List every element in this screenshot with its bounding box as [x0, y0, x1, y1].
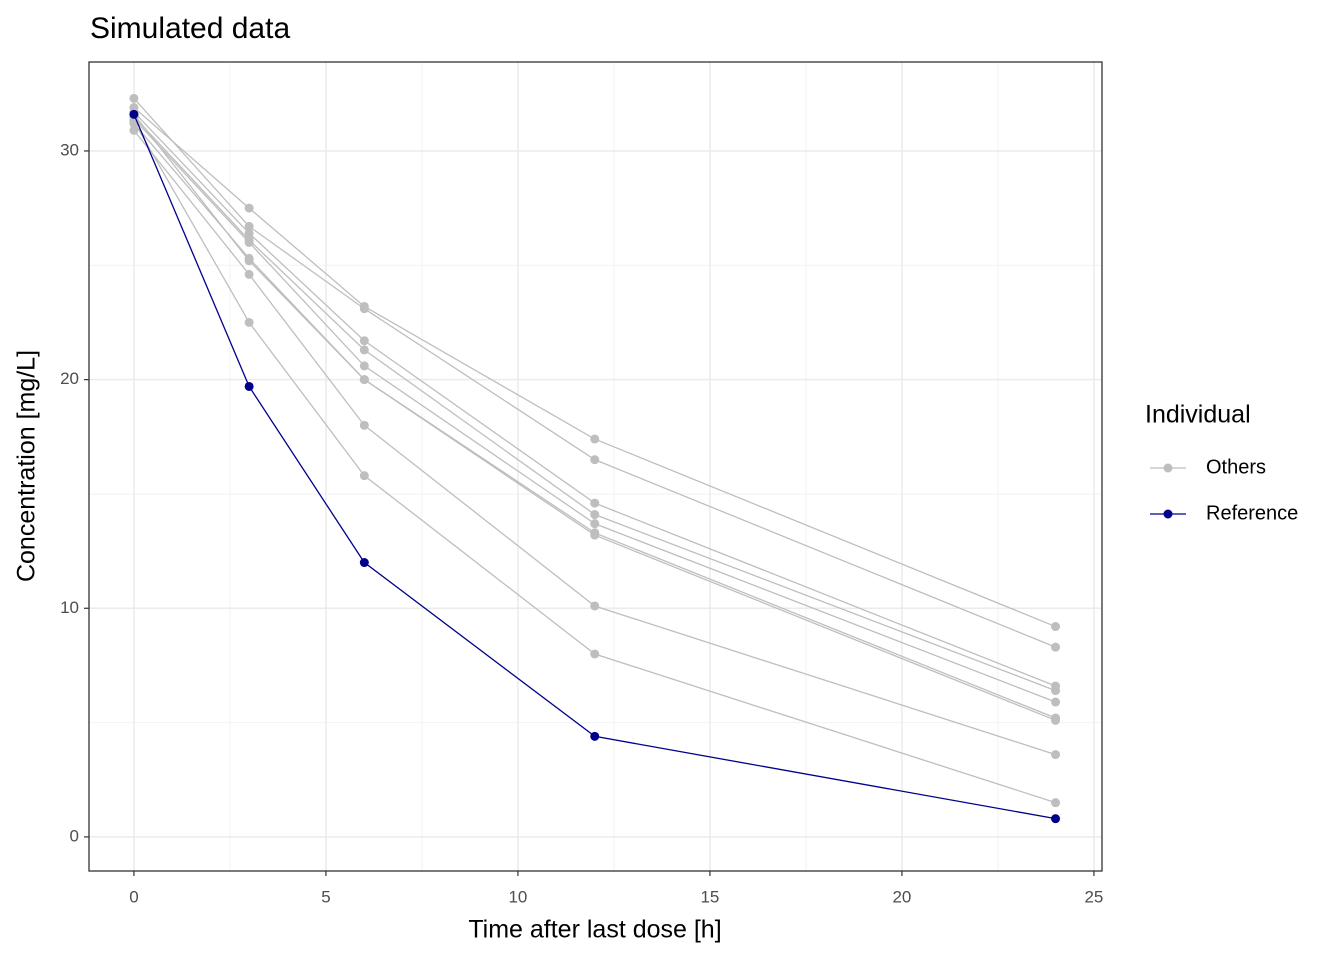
legend-label: Others [1206, 456, 1266, 478]
series-line [133, 111, 1056, 687]
data-point [359, 558, 369, 568]
data-point [1051, 686, 1061, 696]
data-point [129, 109, 139, 119]
data-point [244, 381, 254, 391]
data-point [244, 317, 254, 327]
data-point [590, 455, 600, 465]
data-point [129, 125, 139, 135]
legend-label: Reference [1206, 502, 1298, 524]
data-point [1051, 715, 1061, 725]
x-tick-label: 15 [700, 887, 719, 906]
data-point [590, 510, 600, 520]
data-point [359, 420, 369, 430]
data-point [590, 601, 600, 611]
data-point [1051, 814, 1061, 824]
x-tick-label: 25 [1084, 887, 1103, 906]
data-point [1051, 622, 1061, 632]
data-point [129, 93, 139, 103]
legend-title: Individual [1145, 401, 1251, 429]
x-tick-label: 5 [321, 887, 330, 906]
data-point [244, 237, 254, 247]
data-point [244, 228, 254, 238]
legend-key-point [1163, 509, 1173, 519]
data-point [359, 345, 369, 355]
chart-title: Simulated data [90, 12, 290, 45]
data-point [1051, 750, 1061, 760]
x-tick-label: 20 [892, 887, 911, 906]
data-point [244, 203, 254, 213]
series-line [133, 114, 1056, 820]
data-point [244, 256, 254, 266]
data-point [590, 434, 600, 444]
data-point [359, 304, 369, 314]
series-line [133, 118, 1056, 703]
data-point [244, 269, 254, 279]
data-point [359, 375, 369, 385]
data-point [1051, 642, 1061, 652]
data-point [590, 530, 600, 540]
x-tick-label: 10 [508, 887, 527, 906]
x-tick-label: 0 [129, 887, 138, 906]
data-point [1051, 798, 1061, 808]
plot-border [88, 61, 1103, 872]
data-point [359, 336, 369, 346]
data-point [590, 498, 600, 508]
data-point [590, 649, 600, 659]
data-point [1051, 697, 1061, 707]
series-line [133, 113, 1056, 721]
data-point [359, 361, 369, 371]
data-point [590, 519, 600, 529]
data-point [359, 471, 369, 481]
data-point [590, 731, 600, 741]
series-line [133, 107, 1056, 628]
legend-key-point [1163, 463, 1173, 473]
series-line [133, 97, 1056, 648]
y-tick-label: 0 [70, 826, 79, 845]
data-point [244, 221, 254, 231]
y-tick-label: 10 [60, 598, 79, 617]
y-axis-label: Concentration [mg/L] [13, 350, 41, 582]
y-tick-label: 20 [60, 369, 79, 388]
y-tick-label: 30 [60, 140, 79, 159]
x-axis-label: Time after last dose [h] [468, 916, 721, 944]
